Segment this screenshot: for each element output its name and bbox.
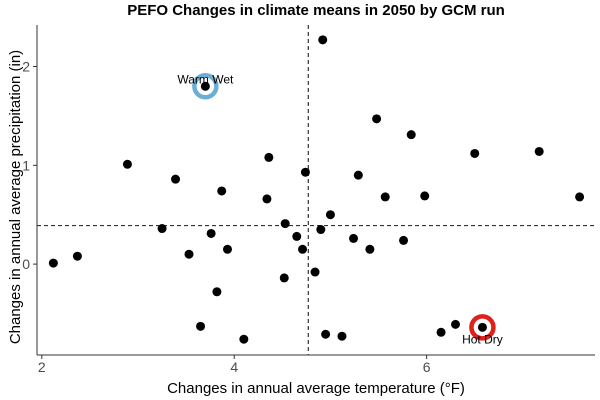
data-point xyxy=(206,228,216,238)
data-point xyxy=(316,225,326,235)
y-tick-label: 1 xyxy=(22,157,30,173)
data-point xyxy=(280,219,290,229)
data-point xyxy=(399,235,409,245)
data-point xyxy=(298,244,308,254)
x-tick-label: 2 xyxy=(38,359,46,375)
data-point xyxy=(349,233,359,243)
data-point xyxy=(534,146,544,156)
data-point xyxy=(365,244,375,254)
data-point xyxy=(325,210,335,220)
data-point xyxy=(184,249,194,259)
data-point xyxy=(196,321,206,331)
axes: 2 4 6 0 1 2 xyxy=(22,25,595,375)
data-point xyxy=(318,35,328,45)
x-tick-label: 6 xyxy=(423,359,431,375)
highlight-ring xyxy=(469,314,496,341)
data-point xyxy=(279,273,289,283)
data-point xyxy=(200,81,210,91)
data-point xyxy=(212,287,222,297)
data-point xyxy=(48,258,58,268)
data-point xyxy=(239,334,249,344)
data-point xyxy=(575,192,585,202)
highlight-label: Hot Dry xyxy=(462,332,503,346)
data-point xyxy=(171,174,181,184)
data-point xyxy=(122,159,132,169)
data-point xyxy=(264,152,274,162)
x-axis-title: Changes in annual average temperature (°… xyxy=(167,380,465,397)
data-point xyxy=(353,170,363,180)
data-point xyxy=(292,231,302,241)
data-point xyxy=(300,167,310,177)
chart-title: PEFO Changes in climate means in 2050 by… xyxy=(127,2,505,19)
plot-area: Warm Wet Hot Dry xyxy=(37,25,595,355)
data-point xyxy=(321,329,331,339)
data-point xyxy=(470,148,480,158)
y-axis-title: Changes in annual average precipitation … xyxy=(7,50,24,344)
data-point xyxy=(380,192,390,202)
data-point xyxy=(157,224,167,234)
y-tick-label: 0 xyxy=(22,256,30,272)
highlight-ring xyxy=(192,73,219,100)
data-point xyxy=(222,244,232,254)
data-point xyxy=(72,251,82,261)
data-point xyxy=(420,191,430,201)
x-tick-label: 4 xyxy=(230,359,238,375)
data-point xyxy=(217,186,227,196)
data-point xyxy=(477,322,487,332)
data-point xyxy=(451,319,460,329)
data-point xyxy=(262,194,272,204)
data-point xyxy=(337,331,347,341)
data-point xyxy=(406,130,416,140)
y-tick-label: 2 xyxy=(22,58,30,74)
data-point xyxy=(310,267,320,277)
highlight-label: Warm Wet xyxy=(177,72,234,86)
data-point xyxy=(372,114,382,124)
data-point xyxy=(436,327,446,337)
